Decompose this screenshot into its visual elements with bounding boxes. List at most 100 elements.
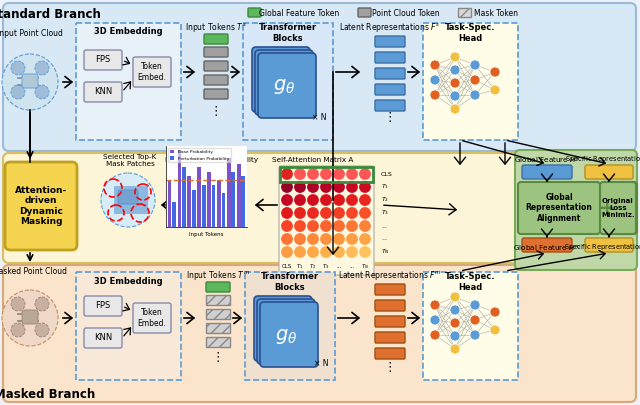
Circle shape (450, 91, 460, 101)
Bar (458, 8, 471, 17)
FancyBboxPatch shape (3, 265, 636, 402)
Circle shape (490, 85, 500, 95)
Circle shape (450, 78, 460, 88)
Circle shape (295, 247, 305, 257)
Circle shape (360, 247, 370, 257)
FancyBboxPatch shape (5, 162, 77, 250)
Bar (192, 190, 196, 227)
FancyBboxPatch shape (260, 302, 318, 367)
FancyBboxPatch shape (375, 348, 405, 359)
Circle shape (450, 331, 460, 341)
Circle shape (334, 195, 344, 205)
FancyBboxPatch shape (585, 238, 633, 252)
FancyBboxPatch shape (358, 8, 371, 17)
X-axis label: Input Tokens: Input Tokens (189, 232, 223, 237)
Circle shape (321, 208, 332, 218)
Text: ⋮: ⋮ (210, 105, 222, 119)
Circle shape (334, 247, 344, 257)
Circle shape (490, 325, 500, 335)
FancyBboxPatch shape (600, 182, 636, 234)
Circle shape (450, 305, 460, 315)
FancyBboxPatch shape (607, 182, 637, 234)
Circle shape (295, 182, 305, 192)
Text: 3D Embedding: 3D Embedding (93, 277, 163, 286)
Circle shape (295, 169, 305, 179)
FancyBboxPatch shape (515, 150, 637, 270)
Text: CLS: CLS (282, 264, 292, 269)
Text: Token
Embed.: Token Embed. (138, 62, 166, 82)
Bar (172, 202, 176, 227)
Circle shape (35, 323, 49, 337)
Circle shape (334, 221, 344, 231)
FancyBboxPatch shape (518, 182, 600, 234)
Text: 3D Embedding: 3D Embedding (93, 28, 163, 36)
Text: Original
Loss
Minimiz.: Original Loss Minimiz. (601, 198, 635, 218)
Bar (177, 150, 181, 227)
Circle shape (101, 173, 155, 227)
Circle shape (11, 297, 25, 311)
Circle shape (347, 182, 357, 192)
Text: Specific Representation $R^s$: Specific Representation $R^s$ (565, 154, 640, 166)
Circle shape (347, 221, 357, 231)
Text: $T_N$: $T_N$ (361, 262, 369, 271)
Text: Self-Attention Matrix A: Self-Attention Matrix A (272, 157, 354, 163)
Bar (206, 323, 230, 333)
Text: $T_1$: $T_1$ (296, 262, 304, 271)
FancyBboxPatch shape (375, 332, 405, 343)
Text: Point Cloud Token: Point Cloud Token (372, 9, 440, 17)
Text: Global Feature $H^m$: Global Feature $H^m$ (513, 243, 581, 253)
FancyBboxPatch shape (255, 50, 313, 115)
Circle shape (11, 61, 25, 75)
FancyBboxPatch shape (375, 100, 405, 111)
Circle shape (321, 234, 332, 244)
Circle shape (282, 182, 292, 192)
Text: CLS: CLS (381, 171, 393, 177)
Text: Transformer
Blocks: Transformer Blocks (259, 23, 317, 43)
Circle shape (282, 221, 292, 231)
Circle shape (430, 60, 440, 70)
Text: Attention-
driven
Dynamic
Masking: Attention- driven Dynamic Masking (15, 186, 67, 226)
FancyBboxPatch shape (375, 52, 405, 63)
Text: Masked Point Cloud: Masked Point Cloud (0, 267, 67, 277)
FancyBboxPatch shape (84, 50, 122, 70)
Bar (188, 176, 191, 227)
FancyBboxPatch shape (522, 165, 572, 179)
Text: ...: ... (381, 237, 387, 241)
Circle shape (295, 208, 305, 218)
Text: ...: ... (337, 264, 342, 269)
Bar (243, 23, 333, 140)
Text: ...: ... (381, 224, 387, 228)
Bar (227, 158, 231, 227)
FancyBboxPatch shape (206, 282, 230, 292)
Bar (206, 295, 230, 305)
Text: Global Feature $H^s$: Global Feature $H^s$ (514, 155, 580, 165)
Circle shape (360, 208, 370, 218)
FancyBboxPatch shape (133, 57, 171, 87)
Circle shape (308, 169, 318, 179)
Bar (241, 176, 245, 227)
Circle shape (321, 221, 332, 231)
Bar (207, 172, 211, 227)
FancyBboxPatch shape (375, 36, 405, 47)
Circle shape (2, 54, 58, 110)
Text: ...: ... (349, 264, 355, 269)
Circle shape (450, 344, 460, 354)
Text: Specific Representation $R^m$: Specific Representation $R^m$ (564, 243, 640, 254)
Circle shape (308, 182, 318, 192)
FancyBboxPatch shape (375, 84, 405, 95)
FancyBboxPatch shape (258, 53, 316, 118)
Text: $T_3$: $T_3$ (381, 209, 389, 217)
Text: $T_2$: $T_2$ (309, 262, 317, 271)
Bar (206, 309, 230, 319)
Text: Transformer
Blocks: Transformer Blocks (261, 272, 319, 292)
Circle shape (450, 65, 460, 75)
FancyBboxPatch shape (617, 182, 635, 234)
FancyBboxPatch shape (84, 328, 122, 348)
Text: Global
Representation
Alignment: Global Representation Alignment (525, 193, 593, 223)
Circle shape (308, 247, 318, 257)
Circle shape (308, 234, 318, 244)
FancyBboxPatch shape (279, 166, 374, 275)
Bar (168, 181, 172, 227)
Text: Standard Branch: Standard Branch (0, 8, 101, 21)
Circle shape (347, 234, 357, 244)
